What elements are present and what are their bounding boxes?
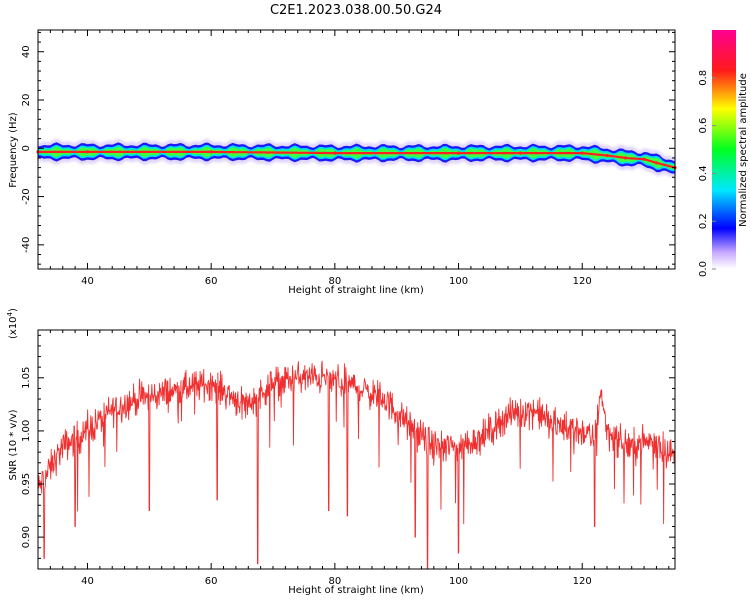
spectrogram-frame (37, 29, 676, 270)
spectrogram-plot-area (36, 138, 677, 178)
x-tick-label: 60 (205, 276, 218, 287)
x-tick-label: 120 (573, 576, 592, 587)
y-tick-label: -20 (21, 188, 32, 204)
x-tick-label: 100 (449, 276, 468, 287)
x-tick-label: 120 (573, 276, 592, 287)
colorbar-tick-label: 0.2 (698, 213, 709, 229)
y-tick-label: 1.00 (21, 420, 32, 442)
ridge-point (623, 156, 628, 160)
ridge-point (85, 150, 90, 154)
ridge-point (456, 151, 461, 155)
spectrogram-panel: 40 60 80 100 120 40 20 0 -20 -40 Height of strai… (8, 29, 677, 296)
spectrogram-y-axis-label: Frequency (Hz) (8, 112, 19, 188)
colorbar-gradient (712, 30, 736, 269)
y-tick-label: 20 (21, 94, 32, 107)
snr-multiplier-base: (x10 (8, 316, 19, 339)
snr-series-line (37, 360, 676, 570)
y-tick-label: 40 (21, 45, 32, 58)
x-tick-label: 40 (81, 576, 94, 587)
ridge-point (580, 151, 584, 155)
x-tick-label: 60 (205, 576, 218, 587)
colorbar-label: Normalized spectral amplitude (738, 73, 749, 227)
snr-frame (37, 329, 676, 570)
x-tick-label: 80 (328, 276, 341, 287)
ridge-point (333, 151, 337, 155)
snr-y-axis-label: SNR (10 * v/v) (8, 409, 19, 480)
snr-x-ticks: 40 60 80 100 120 (37, 330, 670, 587)
x-tick-label: 100 (449, 576, 468, 587)
spectrogram-x-ticks: 40 60 80 100 120 (37, 30, 670, 287)
spectrogram-x-axis-label: Height of straight line (km) (288, 285, 424, 296)
snr-x-axis-label: Height of straight line (km) (288, 585, 424, 596)
y-tick-label: 1.05 (21, 367, 32, 389)
svg-text:(x104): (x104) (6, 308, 19, 339)
colorbar-ticks: 0.0 0.2 0.4 0.6 0.8 (698, 70, 716, 277)
figure-title: C2E1.2023.038.00.50.G24 (270, 3, 442, 18)
y-tick-label: 0 (21, 145, 32, 151)
colorbar: 0.0 0.2 0.4 0.6 0.8 Normalized spectral ampl… (698, 30, 749, 277)
snr-panel: 40 60 80 100 120 0.90 0.95 1.00 1.05 Height of … (6, 308, 676, 596)
colorbar-tick-label: 0.8 (698, 70, 709, 86)
colorbar-tick-label: 0.0 (698, 261, 709, 277)
colorbar-tick-label: 0.4 (698, 165, 709, 181)
colorbar-tick-label: 0.6 (698, 118, 709, 134)
x-tick-label: 40 (81, 276, 94, 287)
x-tick-label: 80 (328, 576, 341, 587)
ridge-point (642, 157, 646, 161)
y-tick-label: -40 (21, 237, 32, 253)
ridge-point (654, 161, 659, 165)
snr-y-ticks: 0.90 0.95 1.00 1.05 (21, 334, 675, 559)
spectrogram-y-ticks: 40 20 0 -20 -40 (21, 31, 675, 265)
ridge-point (518, 151, 523, 155)
y-tick-label: 0.95 (21, 473, 32, 495)
snr-multiplier-label: (x104) (6, 308, 19, 339)
ridge-point (605, 153, 609, 158)
snr-multiplier-exponent: 4 (6, 311, 14, 316)
snr-multiplier-close: ) (8, 308, 19, 312)
ridge-point (209, 150, 213, 154)
band-ridge-line (38, 150, 676, 169)
y-tick-label: 0.90 (21, 526, 32, 548)
